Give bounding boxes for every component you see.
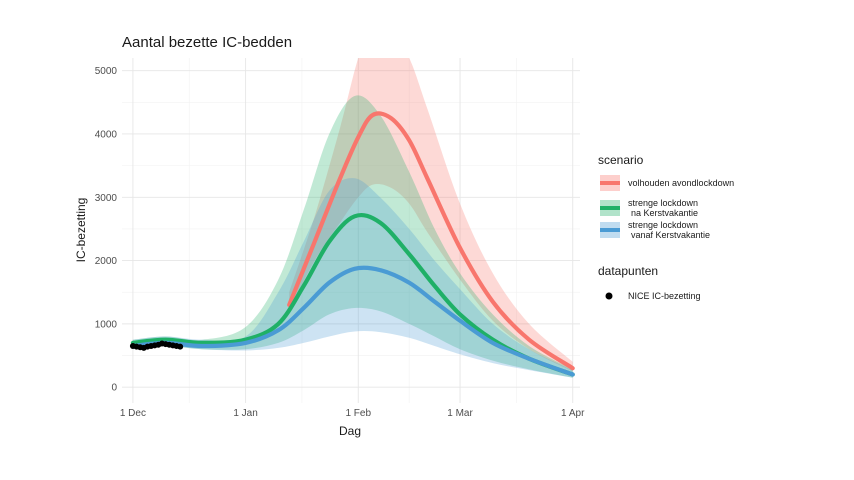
- legend-label-1: strenge lockdown: [628, 198, 698, 208]
- y-tick-label: 1000: [95, 319, 118, 330]
- x-tick-label: 1 Apr: [561, 408, 585, 419]
- legend-title-datapunten: datapunten: [598, 264, 658, 278]
- y-tick-label: 4000: [95, 129, 118, 140]
- x-tick-label: 1 Dec: [120, 408, 146, 419]
- series-lines: [130, 111, 575, 377]
- x-tick-label: 1 Feb: [345, 408, 371, 419]
- series-line-0: [287, 111, 575, 371]
- legend-title-scenario: scenario: [598, 153, 644, 167]
- y-axis-title: IC-bezetting: [74, 198, 88, 263]
- x-tick-label: 1 Mar: [447, 408, 473, 419]
- legend-point-marker: [605, 292, 613, 300]
- y-tick-label: 0: [111, 383, 117, 394]
- x-tick-label: 1 Jan: [233, 408, 257, 419]
- y-axis-ticks: 0 1000 2000 3000 4000 5000: [95, 66, 118, 394]
- legend-point-label: NICE IC-bezetting: [628, 291, 701, 301]
- band-2: [132, 178, 573, 378]
- legend-label2-1: na Kerstvakantie: [631, 208, 698, 218]
- band-1: [132, 95, 573, 378]
- legend-label-0: volhouden avondlockdown: [628, 178, 734, 188]
- data-point: [177, 343, 184, 350]
- data-points: [129, 340, 184, 351]
- x-axis-title: Dag: [339, 424, 361, 438]
- y-tick-label: 3000: [95, 193, 118, 204]
- series-line-1: [130, 212, 575, 377]
- legend-label2-2: vanaf Kerstvakantie: [631, 230, 710, 240]
- x-axis-ticks: 1 Dec 1 Jan 1 Feb 1 Mar 1 Apr: [120, 408, 585, 419]
- y-tick-label: 5000: [95, 66, 118, 77]
- legend: scenario volhouden avondlockdown strenge …: [598, 153, 734, 301]
- series-line-2: [130, 265, 575, 377]
- y-tick-label: 2000: [95, 256, 118, 267]
- legend-label-2: strenge lockdown: [628, 220, 698, 230]
- chart-title: Aantal bezette IC-bedden: [122, 34, 292, 51]
